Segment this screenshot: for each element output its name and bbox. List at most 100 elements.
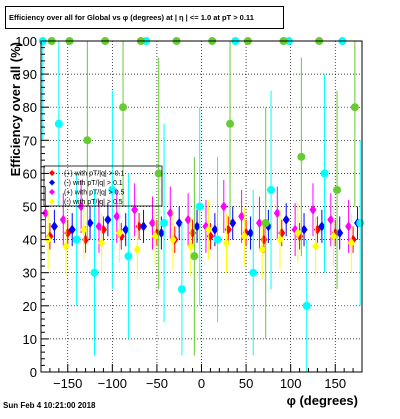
data-point — [133, 244, 141, 255]
y-tick-label: 30 — [23, 266, 37, 281]
data-point — [108, 185, 117, 194]
x-tick-label: −50 — [146, 376, 168, 391]
data-point — [140, 221, 148, 232]
data-point — [255, 218, 263, 229]
data-point — [193, 221, 201, 232]
legend-entry: (+) with pT/|q| > 0.5 — [64, 190, 125, 197]
data-point — [247, 227, 255, 238]
data-point — [122, 224, 130, 235]
legend-entry: (-) with pT/|q| > 0.5 — [64, 199, 123, 206]
data-point — [276, 234, 284, 245]
data-point — [205, 224, 213, 235]
data-point — [190, 252, 199, 261]
data-point — [166, 208, 174, 219]
axes: −150 −100 −50 0 50 100 150 0 10 20 30 40 50 60 70 80 90 1… — [15, 34, 363, 391]
x-tick-label: 0 — [198, 376, 205, 391]
data-point — [356, 219, 365, 228]
legend: (+) with pT/|q| > 0.1 (-) with pT/|q| > 0… — [43, 165, 163, 207]
data-point — [90, 268, 99, 277]
data-point — [347, 237, 355, 248]
legend-entry: (+) with pT/|q| > 0.1 — [64, 171, 125, 178]
data-point — [220, 201, 228, 212]
y-tick-label: 70 — [23, 133, 37, 148]
data-point — [240, 231, 248, 242]
data-point — [318, 221, 326, 232]
x-tick-label: 150 — [324, 376, 346, 391]
x-tick-label: −150 — [53, 376, 82, 391]
data-point — [261, 219, 270, 228]
data-point — [115, 227, 123, 238]
data-point — [50, 221, 58, 232]
data-point — [104, 214, 112, 225]
data-point — [213, 235, 222, 244]
legend-marker — [49, 198, 55, 205]
data-point — [62, 241, 70, 252]
y-axis-label: Efficiency over all (%) — [8, 42, 23, 176]
data-point — [77, 201, 85, 212]
data-point — [195, 202, 204, 211]
data-point — [124, 252, 133, 261]
legend-box — [43, 165, 163, 207]
data-point — [249, 268, 258, 277]
data-point — [294, 227, 302, 238]
x-tick-label: 50 — [239, 376, 253, 391]
data-point — [148, 218, 156, 229]
data-point — [177, 285, 186, 294]
data-point — [302, 301, 311, 310]
data-point — [68, 224, 76, 235]
data-point — [211, 224, 219, 235]
data-point — [80, 224, 88, 235]
data-point — [300, 224, 308, 235]
data-point — [350, 103, 359, 112]
data-point — [309, 204, 317, 215]
y-tick-label: 50 — [23, 200, 37, 215]
y-tick-label: 0 — [30, 365, 37, 380]
data-point — [175, 218, 183, 229]
data-point — [222, 237, 230, 248]
data-point — [157, 227, 165, 238]
x-tick-label: 100 — [280, 376, 302, 391]
chart-title: Efficiency over all for Global vs φ (deg… — [5, 6, 284, 29]
data-point — [54, 119, 63, 128]
data-point — [95, 221, 103, 232]
data-point — [273, 208, 281, 219]
legend-marker — [49, 179, 55, 186]
y-tick-label: 40 — [23, 233, 37, 248]
data-point — [131, 204, 139, 215]
data-point — [72, 235, 81, 244]
y-tick-label: 80 — [23, 100, 37, 115]
y-tick-label: 60 — [23, 166, 37, 181]
data-point — [151, 231, 159, 242]
data-point — [320, 169, 329, 178]
legend-entry: (-) with pT/|q| > 0.1 — [64, 180, 123, 187]
data-point — [327, 214, 335, 225]
x-tick-label: −100 — [98, 376, 127, 391]
data-point — [345, 221, 353, 232]
data-point — [267, 185, 276, 194]
data-point — [336, 227, 344, 238]
data-point — [113, 211, 121, 222]
legend-marker — [49, 170, 55, 176]
y-tick-label: 90 — [23, 67, 37, 82]
data-point — [83, 136, 92, 145]
data-point — [59, 214, 67, 225]
legend-marker — [49, 189, 55, 195]
data-point — [160, 219, 169, 228]
data-point — [41, 208, 49, 219]
data-point — [184, 214, 192, 225]
data-point — [229, 218, 237, 229]
data-point — [312, 241, 320, 252]
y-tick-label: 10 — [23, 332, 37, 347]
data-point — [226, 119, 235, 128]
data-point — [238, 211, 246, 222]
y-tick-label: 20 — [23, 299, 37, 314]
data-point — [187, 241, 195, 252]
x-axis-label: φ (degrees) — [287, 393, 358, 408]
data-point — [98, 237, 106, 248]
data-point — [119, 103, 128, 112]
data-point — [86, 218, 94, 229]
data-point — [329, 231, 337, 242]
timestamp: Sun Feb 4 10:21:00 2018 — [3, 401, 96, 410]
